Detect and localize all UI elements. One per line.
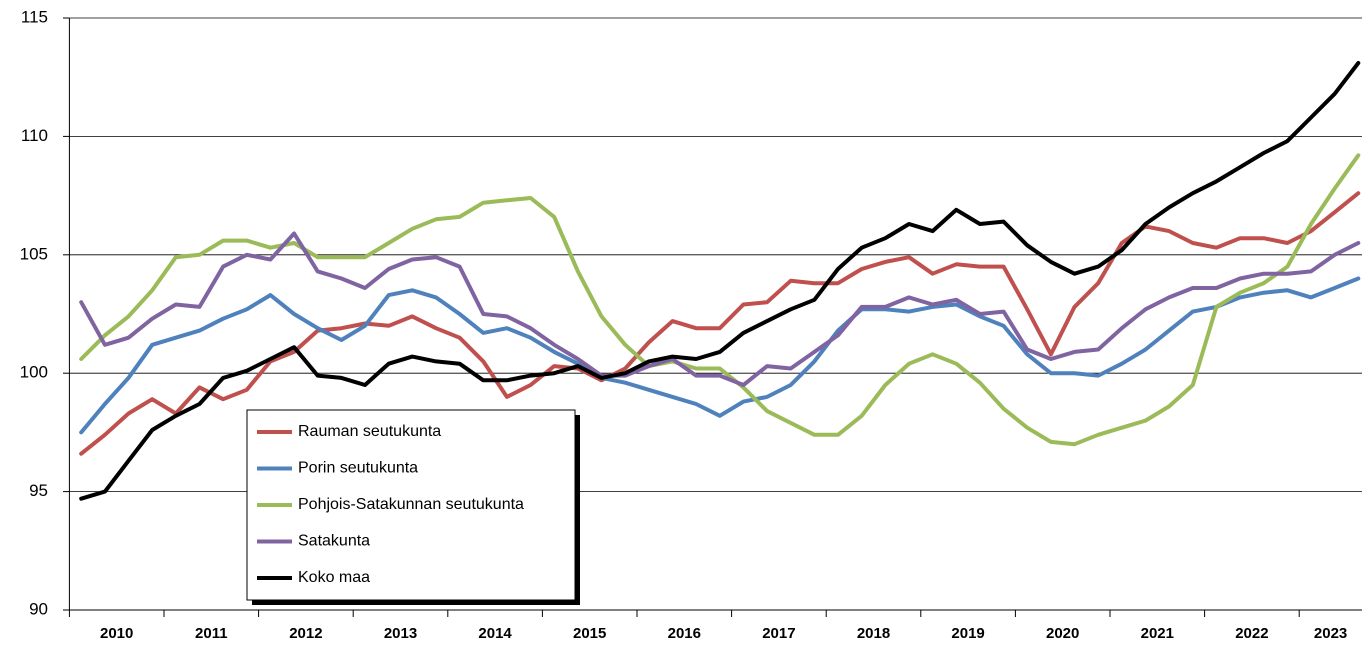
x-tick-label: 2015 [573, 625, 606, 642]
x-tick-label: 2011 [195, 625, 228, 642]
legend-box [246, 409, 576, 601]
x-tick-label: 2013 [384, 625, 417, 642]
x-tick-label: 2021 [1141, 625, 1174, 642]
series-line [79, 153, 1361, 447]
y-tick-label: 105 [20, 244, 48, 263]
y-tick-label: 95 [29, 481, 48, 500]
x-tick-label: 2022 [1235, 625, 1268, 642]
series-line [79, 276, 1361, 435]
x-tick-label: 2019 [951, 625, 984, 642]
x-tick-label: 2012 [289, 625, 322, 642]
x-tick-label: 2010 [100, 625, 133, 642]
legend-label: Rauman seutukunta [298, 423, 441, 440]
y-tick-label: 115 [21, 7, 48, 26]
legend-label: Satakunta [298, 533, 370, 550]
x-tick-label: 2023 [1314, 625, 1347, 642]
x-tick-label: 2020 [1046, 625, 1079, 642]
series-line [79, 231, 1361, 387]
legend-label: Porin seutukunta [298, 460, 418, 477]
x-tick-label: 2016 [668, 625, 701, 642]
x-tick-label: 2018 [857, 625, 890, 642]
y-tick-label: 90 [29, 599, 48, 618]
y-tick-label: 100 [20, 363, 48, 382]
x-tick-label: 2014 [478, 625, 512, 642]
legend-label: Pohjois-Satakunnan seutukunta [298, 496, 524, 513]
x-tick-label: 2017 [762, 625, 795, 642]
legend-label: Koko maa [298, 569, 370, 586]
series-line [79, 61, 1361, 501]
y-tick-label: 110 [21, 126, 48, 145]
legend: Rauman seutukunta Porin seutukunta Pohjois… [246, 409, 580, 605]
